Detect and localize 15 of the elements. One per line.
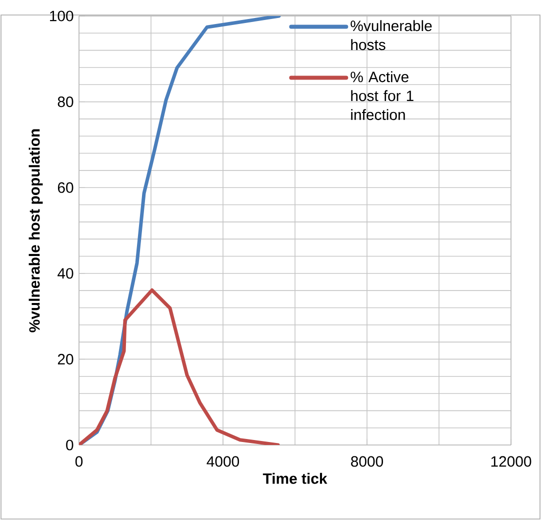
y-tick-label: 40 <box>58 268 74 279</box>
y-tick-label: 20 <box>58 354 74 364</box>
legend-label: % Active host for 1 infection <box>350 71 414 120</box>
y-axis-title: %vulnerable host population <box>28 129 43 332</box>
line-series <box>79 288 280 445</box>
y-tick-label: 60 <box>58 182 74 193</box>
x-tick-label: 8000 <box>351 456 384 467</box>
x-tick-label: 4000 <box>206 456 240 467</box>
x-tick-label: 0 <box>75 456 83 467</box>
x-tick-label: 12000 <box>491 456 532 467</box>
y-tick-label: 80 <box>58 96 74 108</box>
y-tick-label: 0 <box>66 440 74 450</box>
y-tick-label: 100 <box>50 10 74 22</box>
legend-label: %vulnerable hosts <box>350 20 432 50</box>
x-axis-title: Time tick <box>262 472 328 484</box>
